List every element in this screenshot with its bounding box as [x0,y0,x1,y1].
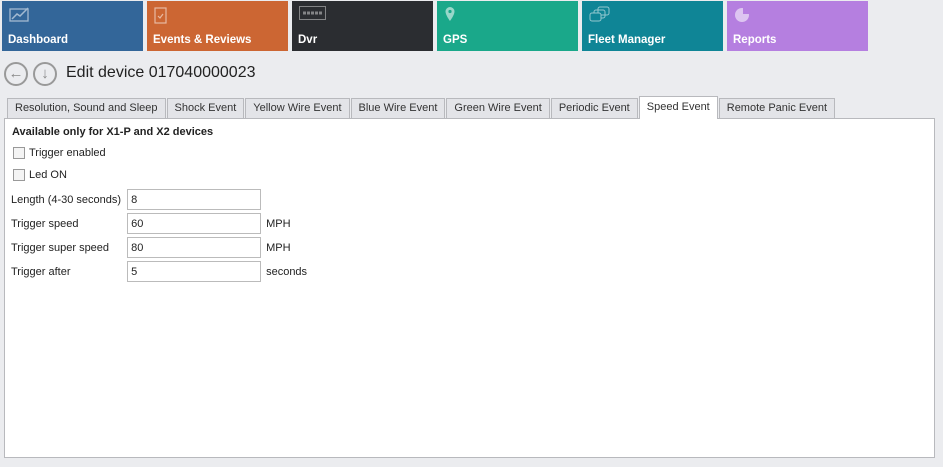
trigger-after-label: Trigger after [11,265,71,278]
checkbox-label: Trigger enabled [29,147,106,159]
trigger-speed-input[interactable] [127,213,262,234]
tab-shock-event[interactable]: Shock Event [166,98,245,119]
length-input[interactable] [127,189,262,210]
length-label: Length (4-30 seconds) [11,193,122,206]
down-button[interactable]: ↓ [33,62,57,86]
page-title: Edit device 017040000023 [66,64,256,81]
map-pin-icon [445,7,455,21]
panel-heading: Available only for X1-P and X2 devices [12,126,214,138]
tab-yellow-wire-event[interactable]: Yellow Wire Event [245,98,350,119]
led-on-checkbox[interactable]: Led ON [13,169,67,181]
tile-events-reviews[interactable]: Events & Reviews [147,1,288,51]
trigger-enabled-checkbox[interactable]: Trigger enabled [13,147,106,159]
tile-reports[interactable]: Reports [727,1,868,51]
tab-remote-panic-event[interactable]: Remote Panic Event [718,98,836,119]
clipboard-check-icon [154,7,167,24]
unit-label: MPH [266,217,291,230]
tab-bar: Resolution, Sound and Sleep Shock Event … [7,96,836,119]
trigger-super-speed-input[interactable] [127,237,262,258]
pie-chart-icon [735,7,750,22]
tab-resolution[interactable]: Resolution, Sound and Sleep [7,98,166,119]
tile-label: Events & Reviews [153,34,252,46]
tile-gps[interactable]: GPS [437,1,578,51]
trigger-super-speed-label: Trigger super speed [11,241,110,254]
trigger-speed-label: Trigger speed [11,217,79,230]
checkbox-label: Led ON [29,169,67,181]
checkbox-box[interactable] [13,169,25,181]
tile-dashboard[interactable]: Dashboard [2,1,143,51]
vehicles-icon [589,6,610,22]
tab-blue-wire-event[interactable]: Blue Wire Event [350,98,446,119]
back-button[interactable]: ← [4,62,28,86]
tile-label: Dvr [298,34,318,46]
tile-fleet-manager[interactable]: Fleet Manager [582,1,723,51]
tile-label: Fleet Manager [588,34,666,46]
speed-form: Length (4-30 seconds) Trigger speed MPH … [11,189,307,282]
unit-label: seconds [266,265,308,278]
unit-label: MPH [266,241,291,254]
tile-label: Reports [733,34,777,46]
tab-green-wire-event[interactable]: Green Wire Event [446,98,550,119]
speed-event-panel: Available only for X1-P and X2 devices T… [4,118,935,458]
arrow-left-icon: ← [8,65,24,82]
checkbox-box[interactable] [13,147,25,159]
tile-label: GPS [443,34,468,46]
chart-line-icon [9,7,29,22]
tab-speed-event[interactable]: Speed Event [638,96,718,119]
trigger-after-input[interactable] [127,261,262,282]
tile-dvr[interactable]: Dvr [292,1,433,51]
tab-periodic-event[interactable]: Periodic Event [550,98,638,119]
tile-label: Dashboard [8,34,69,46]
merge-logo-icon [299,6,326,20]
arrow-down-icon: ↓ [41,65,49,82]
